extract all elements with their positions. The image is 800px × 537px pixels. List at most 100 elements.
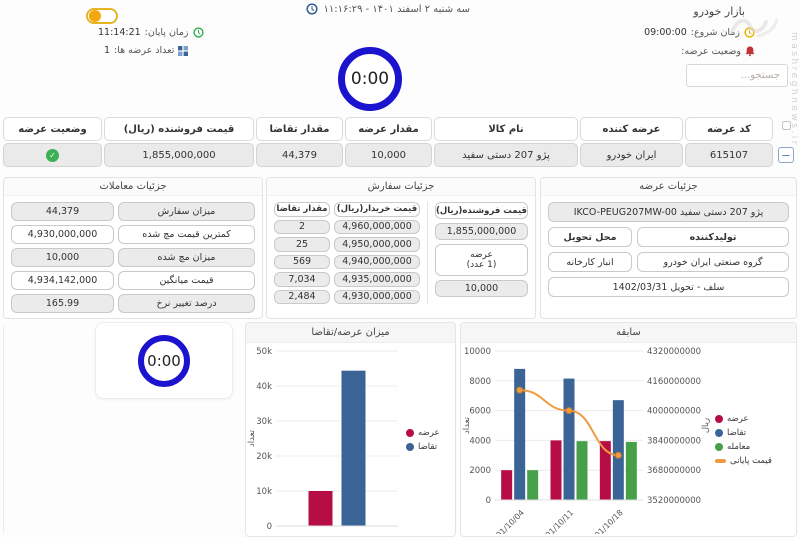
detail-label: درصد تغییر نرخ (118, 294, 255, 313)
buyer-price-header: قیمت خریدار(ریال) (334, 202, 420, 217)
svg-text:4160000000: 4160000000 (647, 377, 701, 387)
detail-value: 44,379 (11, 202, 114, 221)
cell-code: 615107 (685, 143, 773, 167)
panel-title: جزئیات سفارش (267, 178, 535, 196)
bid-price: 4,960,000,000 (334, 219, 420, 234)
column-divider (3, 325, 4, 533)
bid-row: 4,960,000,000 2 (274, 219, 420, 234)
chart-title: میزان عرضه/تقاضا (246, 323, 455, 343)
svg-text:1401/10/04: 1401/10/04 (487, 508, 526, 534)
svg-text:10000: 10000 (464, 347, 491, 357)
supply-details-panel: جزئیات عرضه پژو 207 دستی سفید IKCO-PEUG2… (540, 177, 797, 319)
detail-row: قیمت میانگین 4,934,142,000 (11, 271, 255, 290)
legend-dot-marker (406, 428, 414, 437)
svg-text:تعداد: تعداد (462, 416, 472, 434)
producer-label: تولیدکننده (637, 227, 789, 247)
toggle-switch[interactable] (86, 8, 118, 24)
legend-item[interactable]: قیمت پایانی (715, 456, 772, 466)
end-time-line: زمان پایان: 11:14:21 (98, 27, 204, 38)
bid-qty: 569 (274, 254, 330, 269)
svg-text:10k: 10k (256, 487, 272, 497)
col-header-code: کد عرضه (685, 117, 773, 141)
legend-dot-marker (406, 442, 414, 451)
table-corner-cell (775, 117, 797, 141)
svg-text:3680000000: 3680000000 (647, 466, 701, 476)
cell-demand-qty: 44,379 (256, 143, 343, 167)
detail-value: 4,934,142,000 (11, 271, 114, 290)
product-full-name: پژو 207 دستی سفید IKCO-PEUG207MW-00 (548, 202, 789, 222)
start-time-label: زمان شروع: (690, 27, 740, 38)
svg-text:0: 0 (486, 496, 491, 506)
svg-text:1401/10/11: 1401/10/11 (536, 508, 575, 534)
bid-price: 4,935,000,000 (334, 272, 420, 287)
cell-supplier: ایران خودرو (580, 143, 683, 167)
supply-demand-legend: عرضه تقاضا (404, 343, 442, 536)
legend-item[interactable]: تقاضا (406, 442, 440, 452)
detail-value: 165.99 (11, 294, 114, 313)
detail-label: میزان مچ شده (118, 248, 255, 267)
detail-row: درصد تغییر نرخ 165.99 (11, 294, 255, 313)
legend-label: قیمت پایانی (730, 455, 772, 466)
delivery-value: انبار کارخانه (548, 252, 632, 272)
bid-price: 4,940,000,000 (334, 254, 420, 269)
col-header-seller-price: قیمت فروشنده (ریال) (104, 117, 254, 141)
detail-label: قیمت میانگین (118, 271, 255, 290)
seller-price-value: 1,855,000,000 (434, 223, 528, 240)
watermark-text: mashreghnews.ir (789, 32, 799, 147)
history-legend: عرضه تقاضا معامله قیمت پایانی (713, 343, 774, 536)
legend-dot-marker (715, 442, 723, 451)
svg-text:8000: 8000 (469, 377, 491, 387)
table-row[interactable]: − 615107 ایران خودرو پژو 207 دستی سفید 1… (3, 143, 797, 167)
legend-dot-marker (715, 414, 723, 423)
legend-item[interactable]: تقاضا (715, 428, 772, 438)
bid-price: 4,950,000,000 (334, 237, 420, 252)
svg-text:4000: 4000 (469, 436, 491, 446)
timer-card: 0:00 (95, 322, 233, 399)
svg-text:0: 0 (267, 522, 272, 532)
legend-label: معامله (727, 441, 751, 452)
col-header-supply-qty: مقدار عرضه (345, 117, 432, 141)
detail-value: 10,000 (11, 248, 114, 267)
seller-supply-qty: 10,000 (434, 280, 528, 297)
legend-item[interactable]: معامله (715, 442, 772, 452)
svg-text:ریال: ریال (701, 418, 711, 433)
toggle-knob (89, 10, 101, 22)
table-header-row: کد عرضه عرضه کننده نام کالا مقدار عرضه م… (3, 117, 797, 141)
detail-value: 4,930,000,000 (11, 225, 114, 244)
countdown-circle: 0:00 (338, 47, 402, 111)
grid-icon (178, 45, 189, 56)
legend-line-marker (715, 458, 726, 463)
svg-text:تعداد: تعداد (247, 429, 257, 447)
countdown-value-2: 0:00 (147, 351, 181, 370)
svg-text:40k: 40k (256, 382, 272, 392)
supply-status-line: وضعیت عرضه: (681, 45, 755, 57)
countdown-value: 0:00 (350, 69, 390, 89)
svg-text:3840000000: 3840000000 (647, 436, 701, 446)
legend-label: تقاضا (418, 441, 438, 452)
clock-icon (192, 27, 204, 38)
bid-qty: 2,484 (274, 289, 330, 304)
page-title: بازار خودرو (693, 5, 745, 18)
supply-demand-chart-panel: میزان عرضه/تقاضا 0 10k 20k 30k 40k 50k تعداد ع… (245, 322, 456, 537)
producer-value: گروه صنعتی ایران خودرو (637, 252, 789, 272)
order-details-panel: جزئیات سفارش قیمت فروشنده(ریال) 1,855,00… (266, 177, 536, 319)
search-input[interactable] (686, 64, 788, 87)
collapse-row-button[interactable]: − (778, 147, 794, 163)
supply-status-label: وضعیت عرضه: (681, 45, 741, 57)
countdown-circle-2: 0:00 (138, 334, 190, 387)
bid-row: 4,940,000,000 569 (274, 254, 420, 269)
trade-details-panel: جزئیات معاملات میزان سفارش 44,379 کمترین… (3, 177, 263, 319)
col-header-status: وضعیت عرضه (3, 117, 102, 141)
bid-qty: 2 (274, 219, 330, 234)
bid-row: 4,950,000,000 25 (274, 237, 420, 252)
svg-text:3520000000: 3520000000 (647, 496, 701, 506)
col-header-product: نام کالا (434, 117, 578, 141)
legend-dot-marker (715, 428, 723, 437)
bid-qty: 25 (274, 237, 330, 252)
col-header-demand-qty: مقدار تقاضا (256, 117, 343, 141)
collapse-cell: − (775, 143, 797, 167)
legend-item[interactable]: عرضه (406, 428, 440, 438)
cell-product: پژو 207 دستی سفید (434, 143, 578, 167)
legend-label: عرضه (727, 413, 749, 424)
legend-item[interactable]: عرضه (715, 414, 772, 424)
